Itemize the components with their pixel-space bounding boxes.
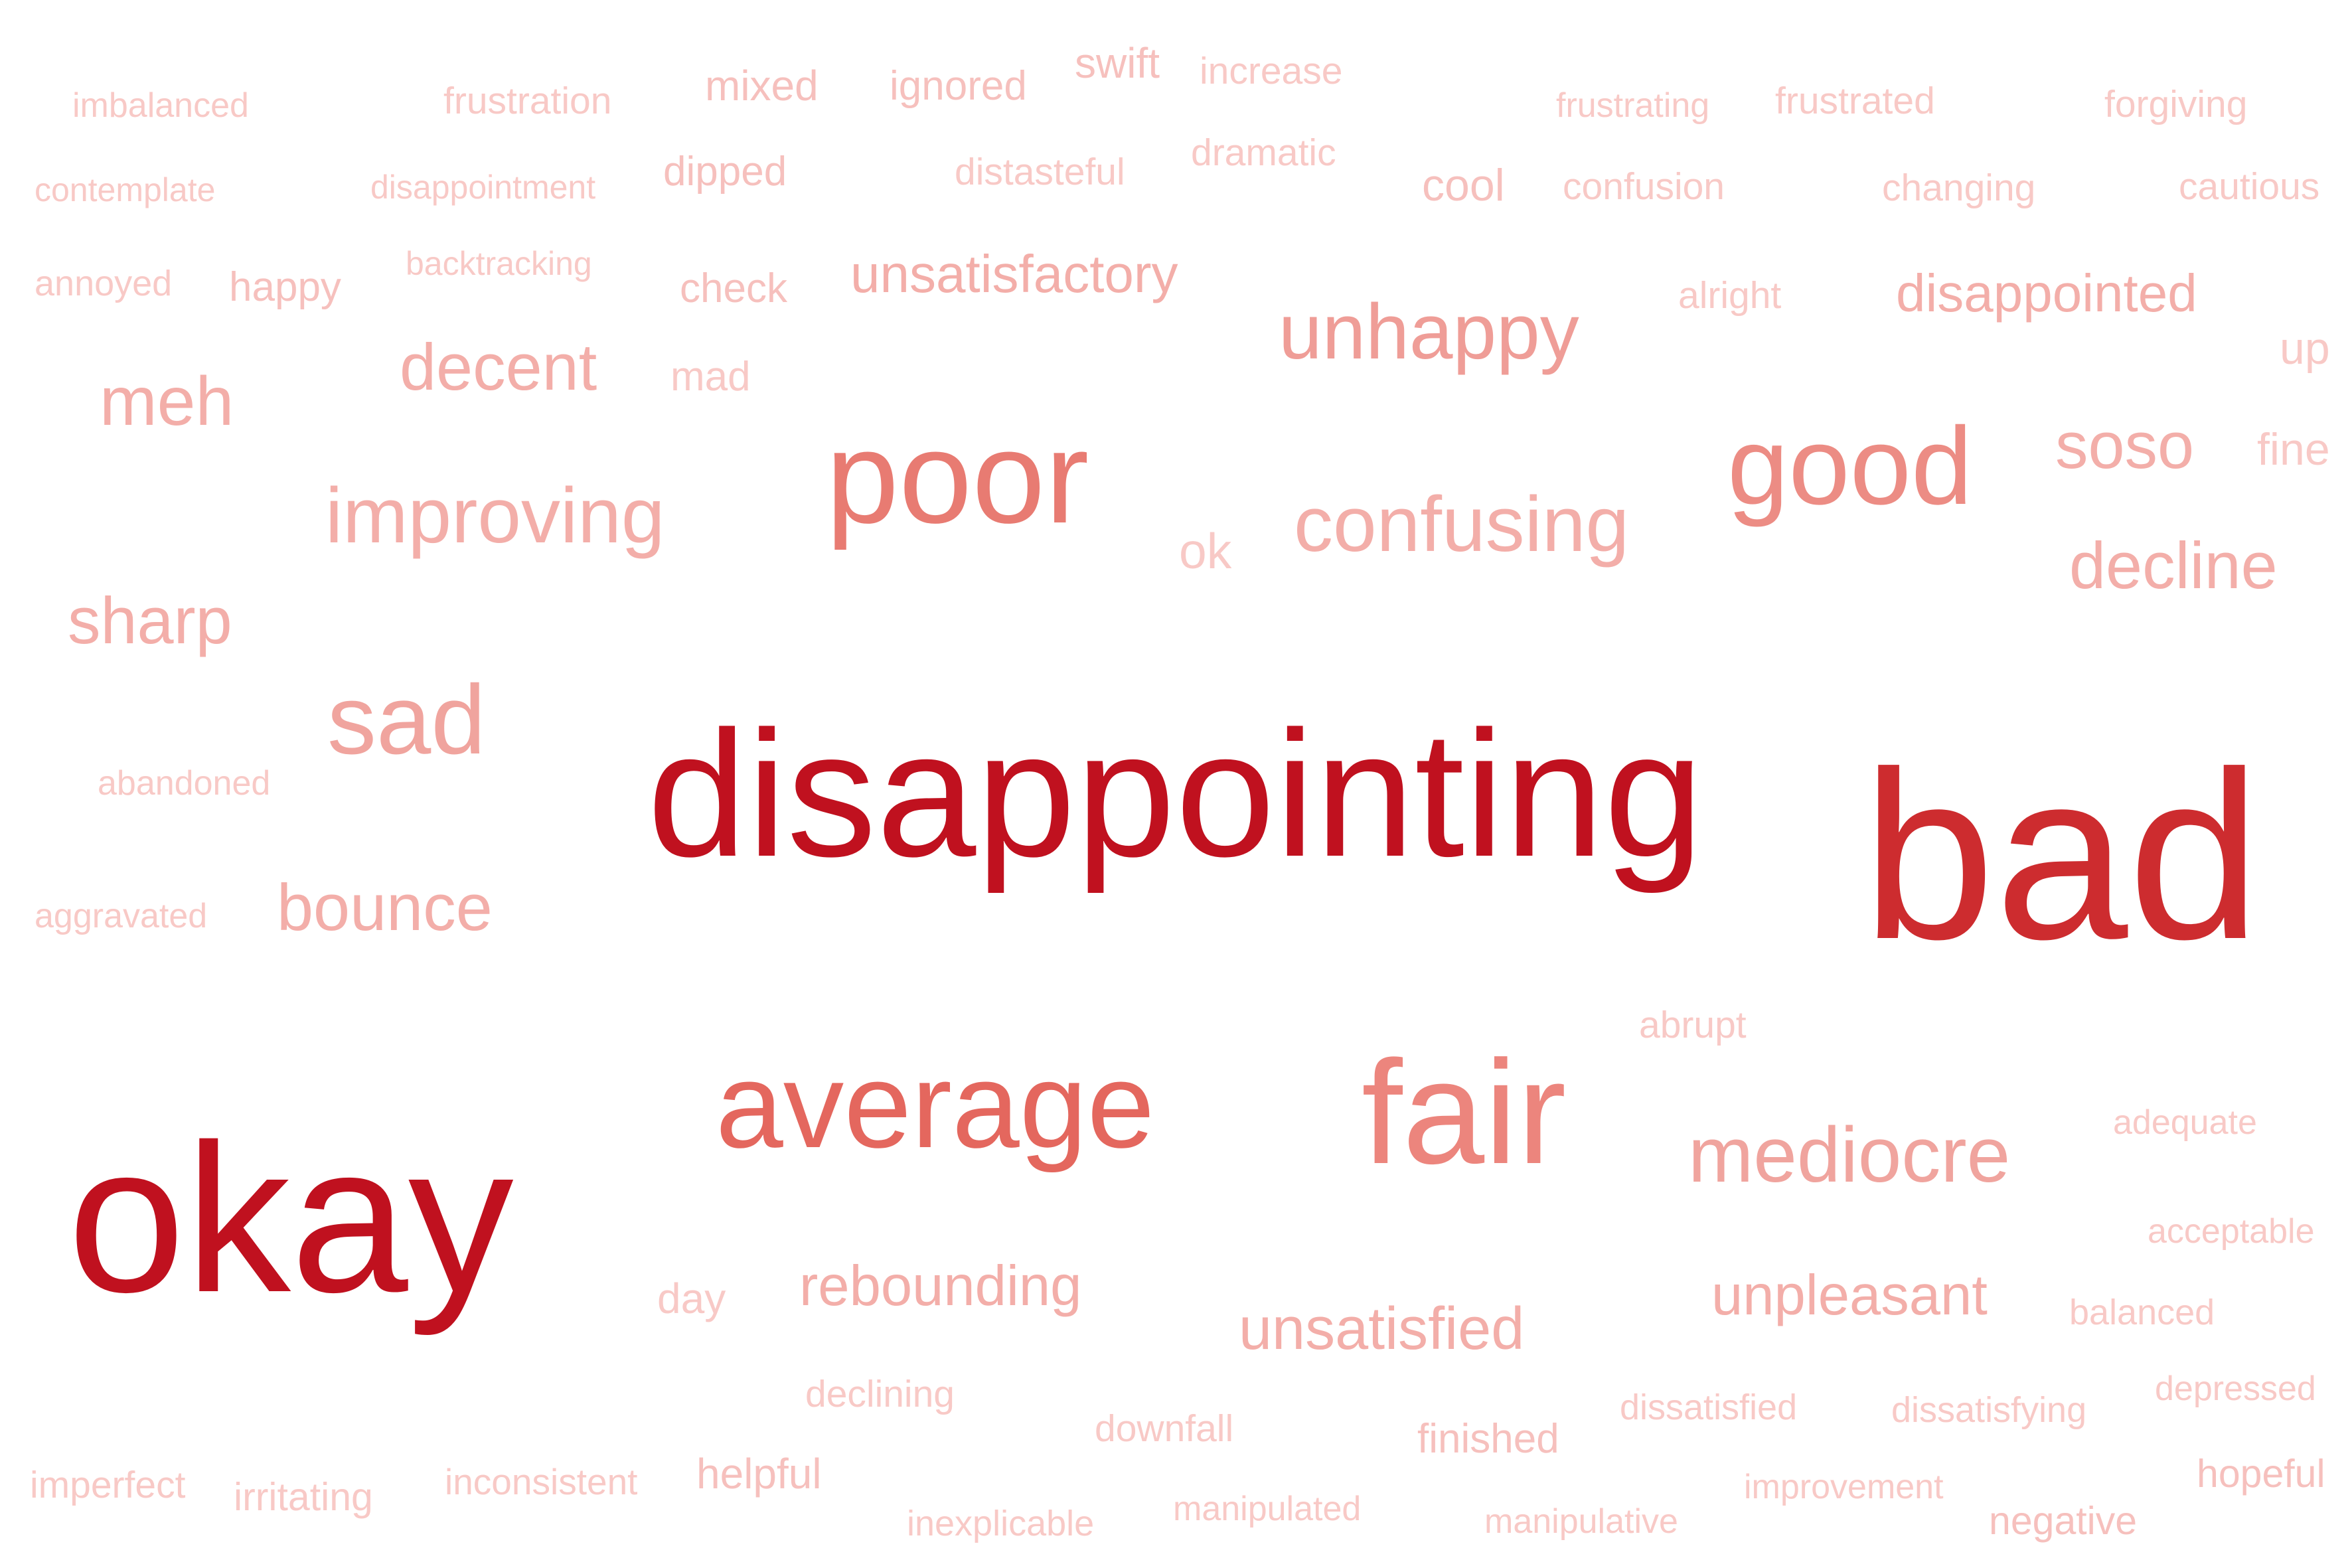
word: bounce	[277, 870, 493, 944]
word: unhappy	[1279, 288, 1579, 376]
word: confusing	[1294, 481, 1630, 568]
word: disappointed	[1896, 264, 2197, 323]
word: cool	[1422, 160, 1505, 210]
word: up	[2280, 323, 2330, 374]
word: mixed	[705, 62, 819, 110]
word: depressed	[2155, 1370, 2316, 1408]
word: aggravated	[35, 897, 208, 935]
word: meh	[100, 363, 234, 440]
word: unsatisfied	[1239, 1296, 1525, 1362]
word: confusion	[1563, 165, 1725, 208]
word: ignored	[890, 63, 1027, 109]
word: mediocre	[1688, 1111, 2011, 1199]
word: dissatisfied	[1620, 1387, 1798, 1427]
word: mad	[670, 354, 751, 400]
word: imperfect	[30, 1464, 186, 1506]
word: sad	[327, 665, 486, 775]
word: manipulated	[1173, 1490, 1362, 1528]
word: unsatisfactory	[850, 244, 1178, 303]
word: fair	[1362, 1030, 1567, 1195]
word: cautious	[2179, 165, 2320, 208]
word: poor	[826, 404, 1089, 550]
word: distasteful	[955, 151, 1125, 193]
word: soso	[2055, 408, 2195, 482]
word: decent	[400, 330, 597, 404]
word: dissatisfying	[1891, 1390, 2087, 1430]
word: forgiving	[2104, 83, 2248, 125]
word: disappointing	[647, 694, 1704, 894]
word: changing	[1882, 167, 2036, 209]
word: check	[680, 266, 787, 311]
word: imbalanced	[72, 86, 249, 125]
word: abrupt	[1639, 1004, 1747, 1046]
word: improvement	[1744, 1468, 1944, 1506]
word: hopeful	[2197, 1452, 2325, 1496]
word: average	[716, 1037, 1155, 1173]
word: annoyed	[35, 264, 173, 303]
word: decline	[2069, 528, 2278, 602]
word: swift	[1075, 39, 1160, 87]
word: abandoned	[98, 764, 271, 803]
word: declining	[805, 1373, 955, 1415]
word: increase	[1200, 50, 1343, 92]
word: contemplate	[35, 171, 216, 208]
word: negative	[1989, 1499, 2138, 1543]
word: bad	[1862, 722, 2261, 989]
word: alright	[1678, 274, 1782, 317]
word: frustrating	[1556, 86, 1710, 125]
word: irritating	[234, 1475, 373, 1519]
word: inconsistent	[445, 1461, 638, 1502]
word: sharp	[68, 584, 232, 657]
word: dipped	[663, 149, 787, 195]
word: balanced	[2069, 1293, 2215, 1332]
word: disappointment	[370, 169, 596, 206]
word: backtracking	[406, 245, 592, 282]
word: dramatic	[1191, 131, 1336, 174]
word: okay	[68, 1101, 514, 1336]
word: helpful	[696, 1450, 822, 1498]
word: good	[1727, 405, 1973, 528]
word: improving	[325, 472, 665, 560]
word: fine	[2257, 424, 2330, 475]
word: day	[657, 1275, 726, 1322]
word: adequate	[2113, 1103, 2257, 1142]
word: frustrated	[1775, 80, 1935, 122]
word: frustration	[443, 80, 612, 122]
word: ok	[1179, 523, 1232, 579]
word: manipulative	[1484, 1502, 1678, 1541]
word: happy	[229, 264, 341, 310]
word: acceptable	[2148, 1212, 2315, 1251]
word: rebounding	[799, 1255, 1082, 1318]
word: inexplicable	[907, 1504, 1095, 1543]
word: unpleasant	[1711, 1264, 1988, 1327]
word: finished	[1417, 1416, 1559, 1462]
word: downfall	[1095, 1407, 1234, 1450]
